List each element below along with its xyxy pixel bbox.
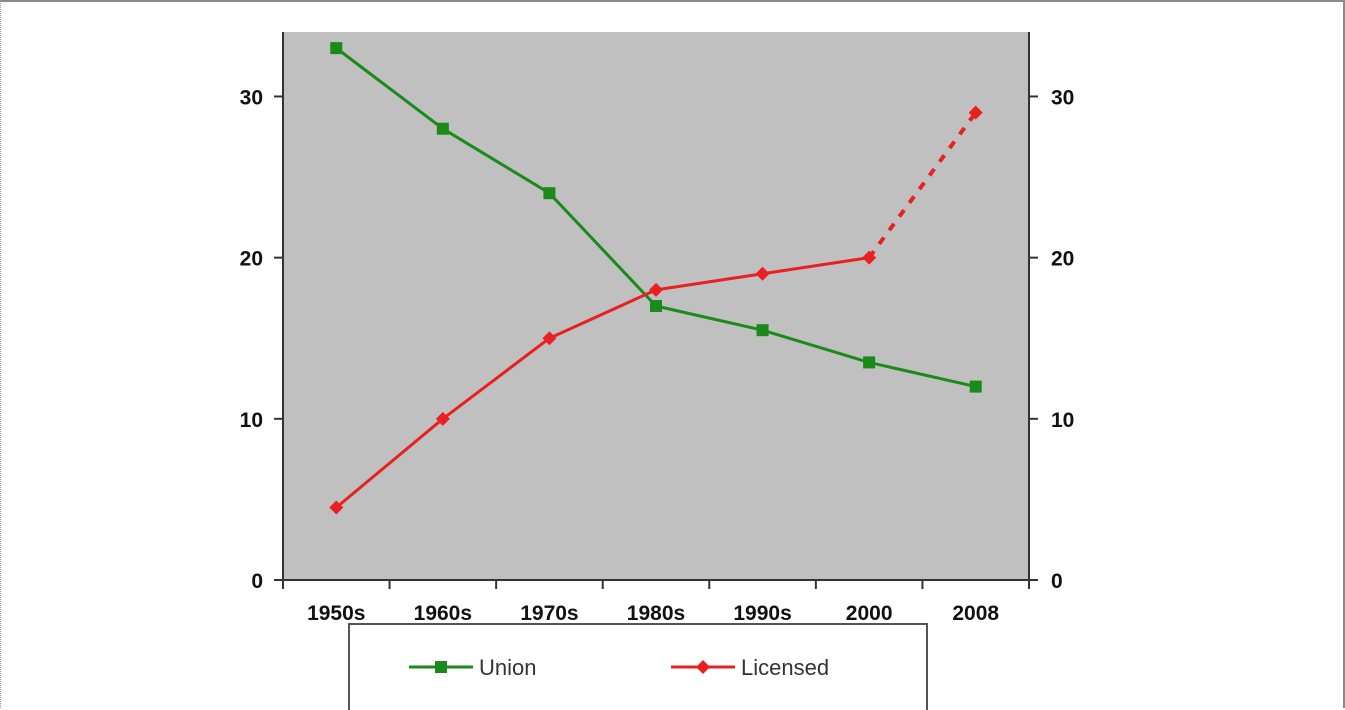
series-line-dashed-licensed [867, 111, 978, 259]
data-point [330, 42, 343, 55]
legend-item-licensed: Licensed [671, 655, 829, 680]
x-tick-label: 1990s [733, 602, 791, 625]
x-tick-label: 1980s [627, 602, 685, 625]
data-point [969, 380, 982, 393]
data-point [756, 324, 769, 337]
legend-label-licensed: Licensed [741, 655, 829, 680]
series-layer [329, 42, 983, 515]
y-tick-label-right: 20 [1051, 248, 1074, 271]
legend-label-union: Union [479, 655, 536, 680]
x-tick-label: 2000 [846, 602, 893, 625]
axes: 0 10 20 30 0 10 20 30 1950s 1960s 1970s 1980s 1990s 2… [240, 32, 1074, 625]
y-tick-label-left: 10 [240, 409, 263, 432]
y-tick-label-right: 30 [1051, 86, 1074, 109]
data-point [863, 356, 876, 369]
data-point [968, 105, 983, 120]
data-point [329, 500, 344, 515]
y-tick-label-right: 0 [1051, 570, 1063, 593]
x-tick-label: 2008 [952, 602, 999, 625]
data-point [755, 266, 770, 281]
x-tick-label: 1950s [307, 602, 365, 625]
data-point [542, 331, 557, 346]
y-tick-label-left: 20 [240, 248, 263, 271]
legend-item-union: Union [409, 655, 536, 680]
series-union [330, 42, 982, 393]
data-point [435, 411, 450, 426]
x-tick-label: 1970s [520, 602, 578, 625]
data-point [649, 282, 663, 297]
data-point [650, 300, 662, 312]
y-tick-label-left: 30 [240, 86, 263, 109]
y-tick-label-left: 0 [251, 570, 263, 593]
series-line-licensed [334, 256, 871, 509]
legend-marker-licensed [696, 660, 710, 674]
legend: Union Licensed [348, 623, 928, 710]
x-tick-label: 1960s [414, 602, 472, 625]
data-point [543, 187, 556, 200]
data-point [862, 250, 877, 265]
data-point [436, 122, 449, 135]
y-tick-label-right: 10 [1051, 409, 1074, 432]
legend-marker-union [435, 661, 447, 673]
series-licensed [329, 105, 983, 515]
